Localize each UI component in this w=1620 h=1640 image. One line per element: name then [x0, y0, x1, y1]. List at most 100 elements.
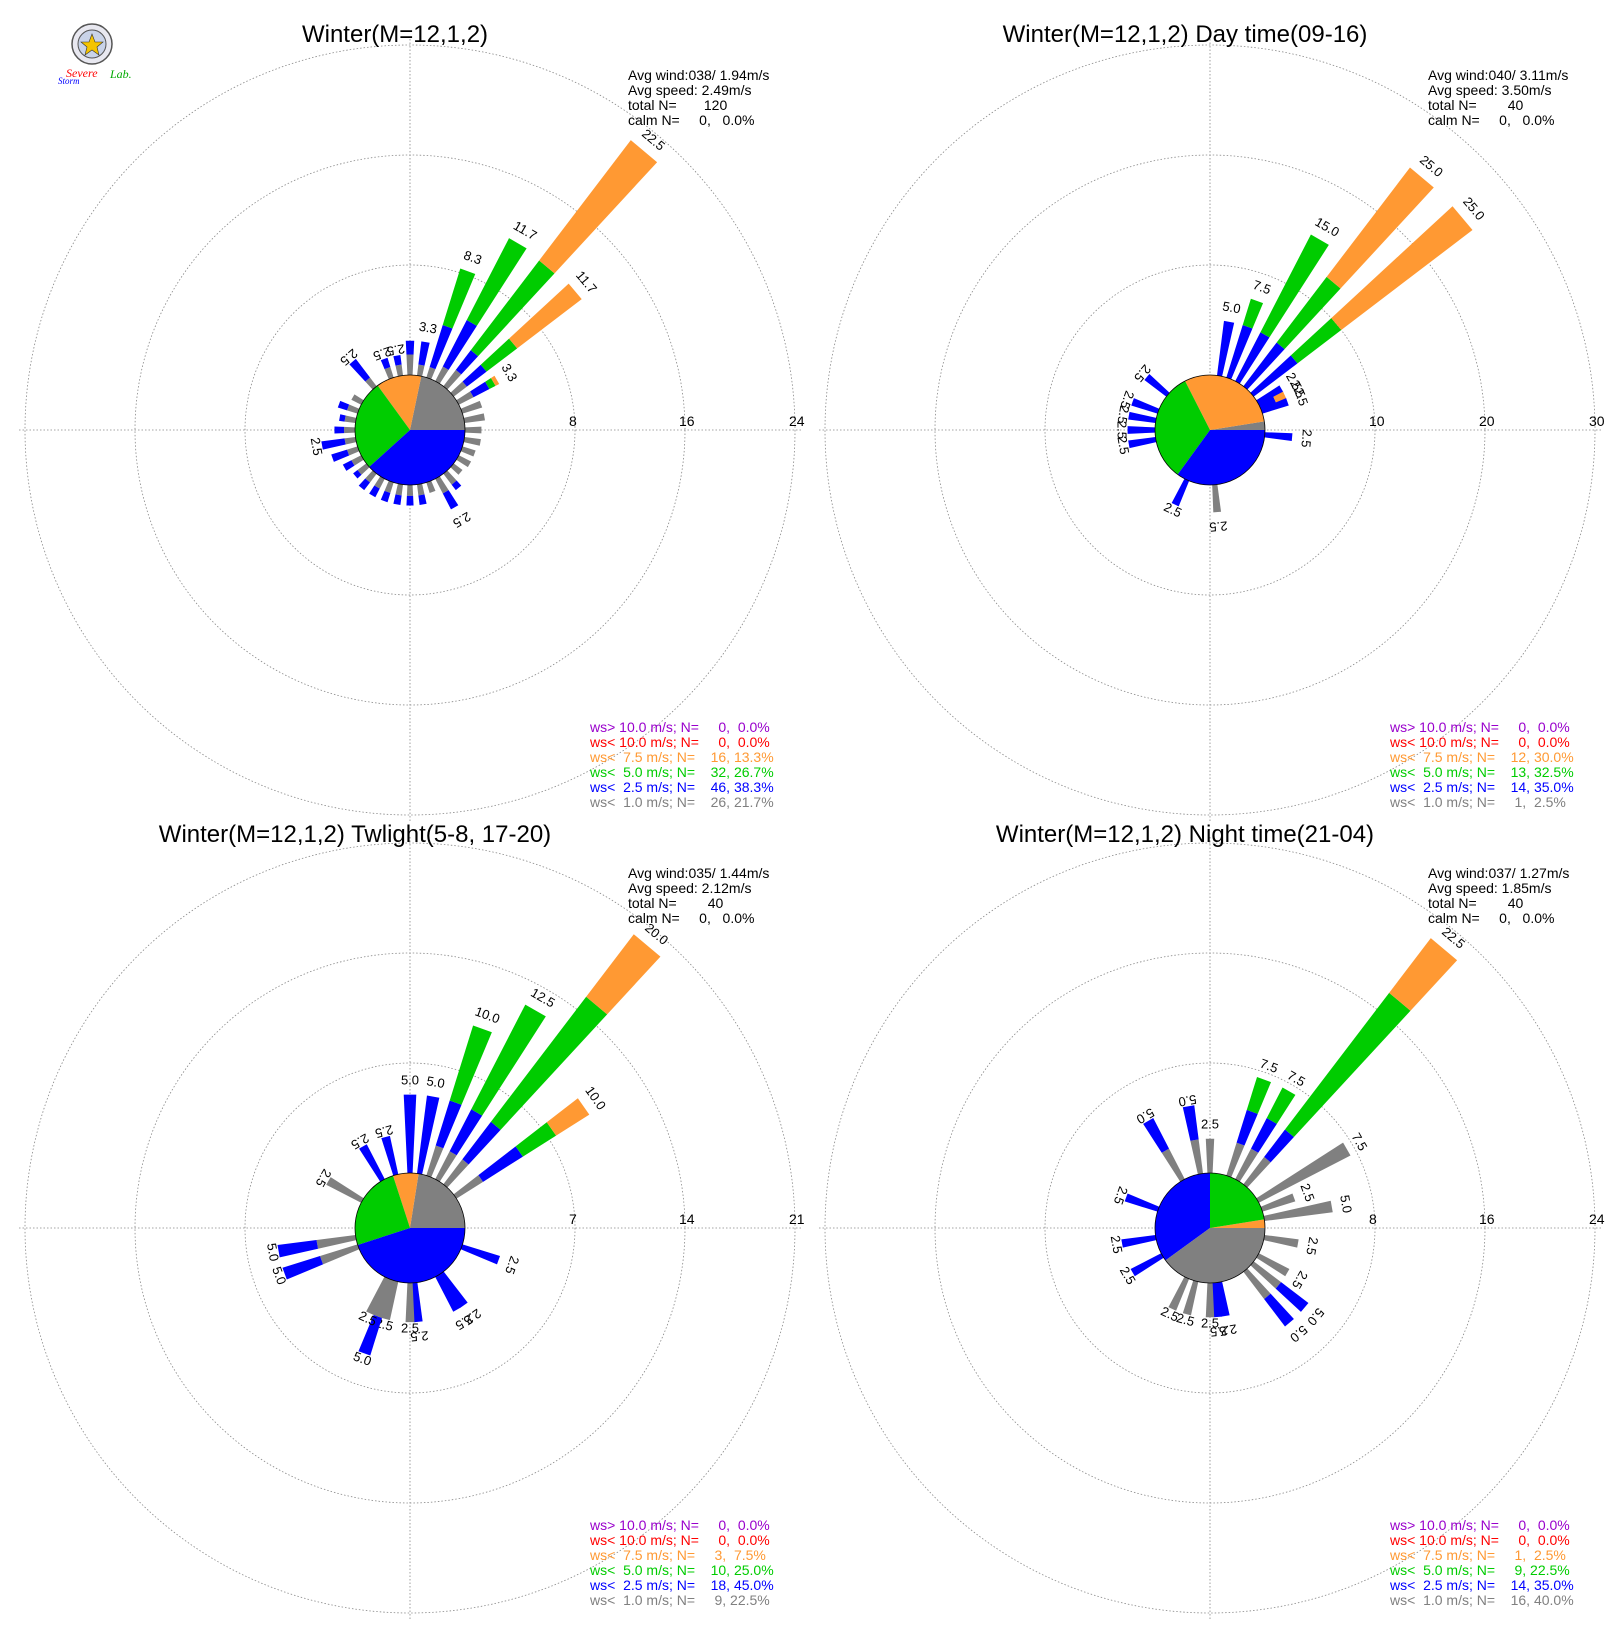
ring-tick-label: 14	[679, 1211, 695, 1227]
bar-segment-gray	[395, 364, 404, 377]
bar-segment-blue	[462, 1121, 501, 1165]
legend-entry: ws> 10.0 m/s; N= 0, 0.0%	[1389, 719, 1570, 735]
legend-entry: ws< 2.5 m/s; N= 14, 35.0%	[1389, 1577, 1574, 1593]
legend-entry: ws> 10.0 m/s; N= 0, 0.0%	[589, 1517, 770, 1533]
bar-segment-gray	[1250, 1261, 1282, 1289]
bar-segment-gray	[435, 366, 449, 384]
direction-bar-70: 2.5	[1260, 386, 1311, 414]
bar-segment-blue	[369, 485, 380, 498]
bar-segment-gray	[326, 1177, 364, 1203]
bar-segment-gray	[344, 426, 356, 434]
bar-segment-blue	[1226, 324, 1253, 380]
bar-segment-blue	[455, 350, 479, 375]
windrose-panel-2: 10 20 305.07.515.025.025.02.52.52.52.52.52…	[819, 21, 1605, 821]
bar-segment-gray	[1168, 1276, 1190, 1311]
pie-slice-blue	[369, 430, 465, 485]
stat-total: total N= 40	[1428, 895, 1524, 911]
bar-segment-green	[485, 378, 496, 390]
bar-segment-orange	[586, 934, 661, 1015]
direction-bar-260: 2.5	[1108, 1234, 1157, 1255]
bar-value-label: 2.5	[1298, 429, 1315, 448]
bar-value-label: 2.5	[1159, 1303, 1182, 1324]
bar-segment-green	[490, 996, 608, 1130]
pie-outline	[354, 374, 466, 486]
direction-bar-40: 22.5	[1243, 924, 1468, 1188]
bar-value-label: 2.5	[1115, 421, 1130, 439]
pie-slice-gray	[1165, 1228, 1265, 1284]
bar-segment-gray	[416, 364, 425, 377]
direction-bar-0	[405, 340, 415, 376]
bar-segment-gray	[395, 483, 404, 496]
bar-segment-gray	[405, 1282, 415, 1323]
direction-bar-270	[334, 426, 356, 434]
bar-segment-green	[1290, 318, 1342, 364]
stat-total: total N= 40	[1428, 97, 1524, 113]
ring-tick-label: 7	[569, 1211, 577, 1227]
bar-segment-gray	[456, 391, 474, 405]
windrose-panel-1: 8 16 243.38.311.722.511.73.32.52.52.5 2.52.…	[19, 21, 805, 821]
logo-severe-text: Severe	[66, 66, 98, 80]
bar-value-label: 22.5	[639, 126, 668, 154]
bar-segment-blue	[403, 1094, 417, 1174]
stat-calm: calm N= 0, 0.0%	[1428, 910, 1554, 926]
direction-bar-120	[456, 455, 472, 468]
direction-bar-80	[463, 413, 486, 424]
direction-bar-80: 5.0	[1263, 1194, 1355, 1222]
bar-segment-blue	[470, 381, 490, 398]
direction-bar-340: 2.5	[371, 344, 394, 380]
bar-segment-blue	[359, 1144, 385, 1182]
direction-bar-230	[353, 463, 370, 479]
direction-bar-95: 2.5	[1264, 429, 1315, 448]
pie-slice-blue	[357, 1228, 465, 1283]
direction-bar-205: 2.5	[1159, 1276, 1190, 1325]
direction-bar-300: 2.5	[313, 1167, 364, 1203]
bar-segment-blue	[442, 490, 459, 510]
range-ring	[244, 264, 576, 596]
stat-avg_speed: Avg speed: 1.85m/s	[1428, 880, 1551, 896]
legend-entry: ws> 10.0 m/s; N= 0, 0.0%	[589, 719, 770, 735]
bar-segment-blue	[1264, 1293, 1294, 1327]
bar-value-label: 2.5	[374, 1122, 395, 1141]
legend-entry: ws< 5.0 m/s; N= 32, 26.7%	[589, 764, 774, 780]
bar-segment-blue	[393, 494, 402, 506]
bar-segment-gray	[464, 426, 482, 434]
bar-value-label: 2.5	[308, 436, 326, 456]
bar-value-label: 2.5	[386, 341, 406, 359]
direction-bar-70: 2.5	[1260, 1181, 1318, 1212]
stat-total: total N= 120	[628, 97, 727, 113]
bar-value-label: 2.5	[1291, 386, 1311, 408]
ring-tick-label: 20	[1479, 413, 1495, 429]
stat-avg_speed: Avg speed: 2.12m/s	[628, 880, 751, 896]
bar-segment-blue	[1260, 398, 1289, 414]
direction-bar-170	[416, 483, 427, 506]
direction-bar-10: 5.0	[416, 1073, 446, 1175]
bar-value-label: 2.5	[1161, 499, 1184, 520]
bar-segment-gray	[351, 455, 364, 466]
bar-segment-blue	[1130, 1253, 1164, 1277]
direction-bar-260: 2.5	[1114, 435, 1157, 455]
direction-bar-290	[337, 400, 360, 414]
bar-segment-blue	[1258, 396, 1277, 410]
bar-segment-blue	[1236, 1109, 1258, 1146]
legend-entry: ws< 10.0 m/s; N= 0, 0.0%	[1389, 734, 1570, 750]
direction-bar-290: 2.5	[1117, 389, 1160, 414]
bar-segment-green	[442, 268, 476, 329]
bar-value-label: 5.0	[1221, 298, 1241, 316]
bar-value-label: 2.5	[1303, 1236, 1321, 1256]
bar-segment-blue	[282, 1256, 324, 1280]
pie-slice-green	[354, 1175, 410, 1245]
pie-slice-gray	[410, 1173, 465, 1228]
bar-segment-blue	[339, 414, 346, 422]
bar-value-label: 3.3	[498, 361, 520, 384]
direction-bar-70	[460, 400, 483, 414]
direction-bar-195: 2.5	[1175, 1280, 1199, 1329]
bar-segment-green	[1246, 1077, 1272, 1114]
bar-segment-gray	[1182, 1280, 1199, 1316]
bar-segment-green	[480, 338, 518, 372]
range-ring	[824, 842, 1596, 1614]
bar-segment-blue	[1143, 1118, 1170, 1153]
stat-avg_wind: Avg wind:040/ 3.11m/s	[1428, 67, 1568, 83]
bar-segment-gray	[406, 484, 414, 496]
range-ring	[24, 842, 796, 1614]
bar-value-label: 2.5	[410, 1328, 429, 1345]
